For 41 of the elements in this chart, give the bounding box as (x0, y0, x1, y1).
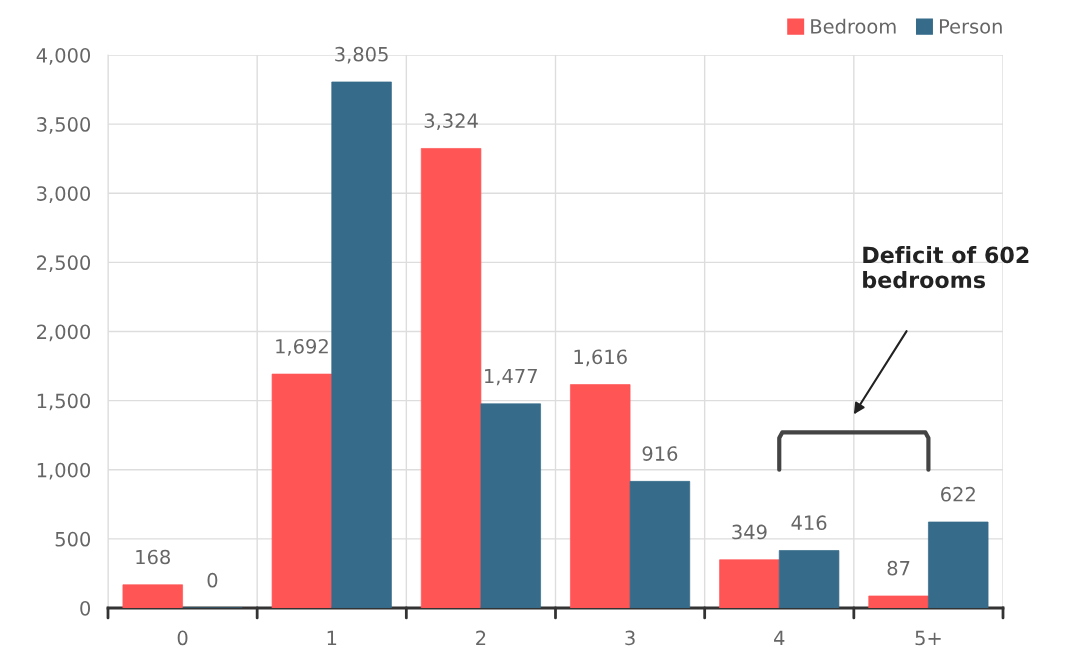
annotation: Deficit of 602 bedrooms (863, 246, 1029, 289)
text: 3,324 (424, 113, 478, 131)
y-tick-label: 1,000 (37, 462, 91, 480)
y-tick-label: 2,500 (37, 255, 91, 273)
bar (420, 148, 482, 608)
y-tick-label: 3,500 (37, 117, 91, 134)
y-tick-label: 1,500 (37, 393, 91, 411)
text: 1,692 (276, 338, 328, 356)
bar (570, 384, 631, 608)
text: 87 (887, 560, 910, 576)
x-tick-label: 1 (327, 630, 337, 645)
x-tick-label: 4 (774, 630, 785, 645)
x-tick-label: 3 (625, 630, 635, 646)
bar (778, 550, 840, 608)
text: 622 (941, 486, 975, 502)
legend-label: Person (939, 19, 1002, 34)
x-tick-label: 0 (177, 630, 188, 646)
bar (480, 403, 541, 608)
x-tick-label: 5+ (915, 630, 941, 646)
text: 416 (791, 515, 827, 531)
y-tick-label: 2,000 (37, 324, 91, 342)
bar (719, 559, 780, 608)
y-tick-label: 500 (55, 531, 91, 547)
y-tick-label: 4,000 (36, 47, 91, 65)
bar (928, 521, 989, 608)
bar (271, 373, 333, 608)
y-tick-label: 3,000 (37, 186, 91, 203)
text: 168 (136, 549, 170, 565)
bar (331, 81, 392, 608)
x-tick-label: 2 (476, 630, 486, 645)
text: 3,805 (335, 46, 388, 64)
text: 1,616 (574, 349, 627, 367)
bar (122, 584, 183, 608)
legend-label: Bedroom (811, 18, 896, 34)
text: 349 (732, 524, 767, 540)
bar (868, 595, 929, 608)
y-tick-label: 0 (80, 600, 91, 616)
bar (629, 481, 691, 608)
text: 916 (642, 446, 678, 461)
text: 0 (207, 572, 218, 588)
text: 1,477 (485, 368, 537, 386)
